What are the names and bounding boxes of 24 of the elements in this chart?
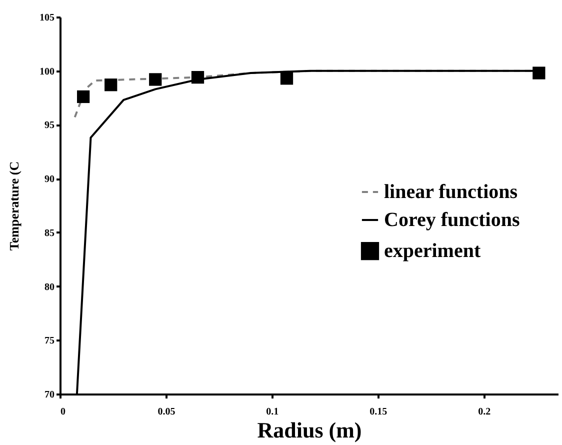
- y-tick-label: 85: [44, 228, 54, 239]
- legend-label: Corey functions: [384, 209, 520, 231]
- x-tick-label: 0.15: [370, 406, 388, 418]
- point: [149, 73, 162, 86]
- y-tick-label: 100: [40, 66, 54, 78]
- legend-label: experiment: [384, 240, 481, 262]
- y-tick-label: 105: [40, 12, 54, 24]
- x-tick-label: 0: [60, 406, 66, 418]
- x-axis-title: Radius (m): [257, 418, 362, 442]
- y-tick-label: 80: [44, 282, 54, 293]
- y-tick-label: 95: [44, 120, 54, 132]
- point: [104, 78, 118, 92]
- point: [532, 66, 546, 80]
- y-tick-label: 75: [44, 336, 54, 347]
- legend-label: linear functions: [384, 181, 518, 203]
- x-tick-label: 0.1: [266, 406, 279, 418]
- y-axis-title: Temperature (C: [6, 161, 22, 251]
- y-tick-label: 90: [44, 174, 54, 186]
- x-tick-label: 0.2: [478, 406, 491, 418]
- point: [76, 90, 90, 104]
- y-tick-label: 70: [44, 390, 54, 400]
- point: [280, 72, 294, 85]
- x-tick-label: 0.05: [158, 406, 176, 418]
- point: [191, 70, 204, 84]
